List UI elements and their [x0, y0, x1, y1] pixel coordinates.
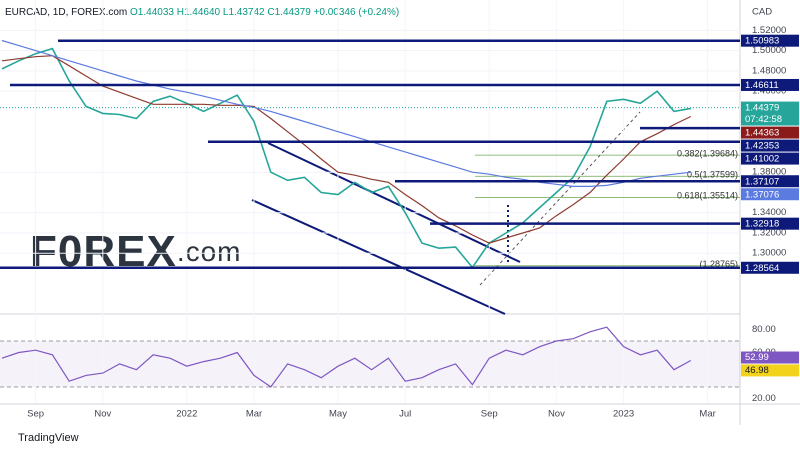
- x-tick-label: Mar: [699, 409, 715, 420]
- x-tick-label: May: [329, 409, 347, 420]
- open: O1.44033: [130, 7, 174, 18]
- fib-label: 0.5(1.37599): [687, 170, 738, 180]
- channel-lower: [251, 199, 506, 315]
- level-label: 1.46611: [745, 80, 779, 91]
- level-label: 1.42353: [745, 141, 779, 152]
- moving-average: [1, 55, 692, 244]
- y2-tick-label: 80.00: [752, 324, 776, 335]
- x-tick-label: Sep: [27, 409, 44, 420]
- level-label-box: [741, 261, 799, 274]
- rsi-label-box: [741, 351, 799, 364]
- last-price-label-box: [741, 101, 799, 126]
- x-tick-label: Mar: [246, 409, 262, 420]
- y-tick-label: 1.34000: [752, 207, 786, 218]
- fib-label: 0.382(1.39684): [677, 149, 738, 159]
- low: L1.43742: [223, 7, 265, 18]
- x-tick-label: 2023: [613, 409, 634, 420]
- currency: CAD: [752, 7, 772, 18]
- marker-label-box: [741, 126, 799, 139]
- x-tick-label: 2022: [176, 409, 197, 420]
- level-label: 1.41002: [745, 154, 779, 165]
- y-tick-label: 1.52000: [752, 25, 786, 36]
- y-tick-label: 1.48000: [752, 65, 786, 76]
- fib-label: (1.28765): [699, 259, 738, 269]
- footer: TradingView: [18, 432, 79, 444]
- y2-tick-label: 20.00: [752, 393, 776, 404]
- rsi-label: 46.98: [745, 365, 769, 376]
- level-label-box: [741, 78, 799, 91]
- level-label-box: [741, 217, 799, 230]
- level-label: 1.28564: [745, 263, 779, 274]
- countdown: 07:42:58: [745, 114, 782, 125]
- marker-label: 1.37076: [745, 189, 779, 200]
- header: EURCAD, 1D, FOREX.com O1.44033 H1.44640 …: [5, 7, 399, 18]
- x-tick-label: Nov: [94, 409, 111, 420]
- y-tick-label: 1.38000: [752, 167, 786, 178]
- y-tick-label: 1.46000: [752, 86, 786, 97]
- level-label-box: [741, 34, 799, 47]
- channel-upper: [267, 142, 521, 263]
- rsi-band: [0, 341, 740, 387]
- high: H1.44640: [177, 7, 221, 18]
- x-tick-label: Sep: [481, 409, 498, 420]
- level-label-box: [741, 175, 799, 188]
- moving-average: [1, 39, 691, 187]
- rsi-label-box: [741, 364, 799, 377]
- level-label-box: [741, 152, 799, 165]
- marker-label: 1.44363: [745, 128, 779, 139]
- rsi-label: 52.99: [745, 352, 769, 363]
- marker-label-box: [741, 188, 799, 201]
- level-label-box: [741, 139, 799, 152]
- logo-suffix: .com: [177, 236, 242, 267]
- rsi-line: [1, 326, 692, 388]
- last-price-label: 1.44379: [745, 103, 779, 114]
- change: +0.00346 (+0.24%): [314, 7, 400, 18]
- x-tick-label: Nov: [548, 409, 565, 420]
- fib-label: 0.618(1.35514): [677, 191, 738, 201]
- y-tick-label: 1.30000: [752, 248, 786, 259]
- x-tick-label: Jul: [399, 409, 411, 420]
- price-line: [1, 47, 691, 269]
- level-label: 1.37107: [745, 176, 779, 187]
- level-label: 1.50983: [745, 36, 779, 47]
- level-label: 1.32918: [745, 219, 779, 230]
- y-tick-label: 1.32000: [752, 227, 786, 238]
- symbol: EURCAD, 1D, FOREX.com: [5, 7, 127, 18]
- y-tick-label: 1.50000: [752, 45, 786, 56]
- close: C1.44379: [267, 7, 311, 18]
